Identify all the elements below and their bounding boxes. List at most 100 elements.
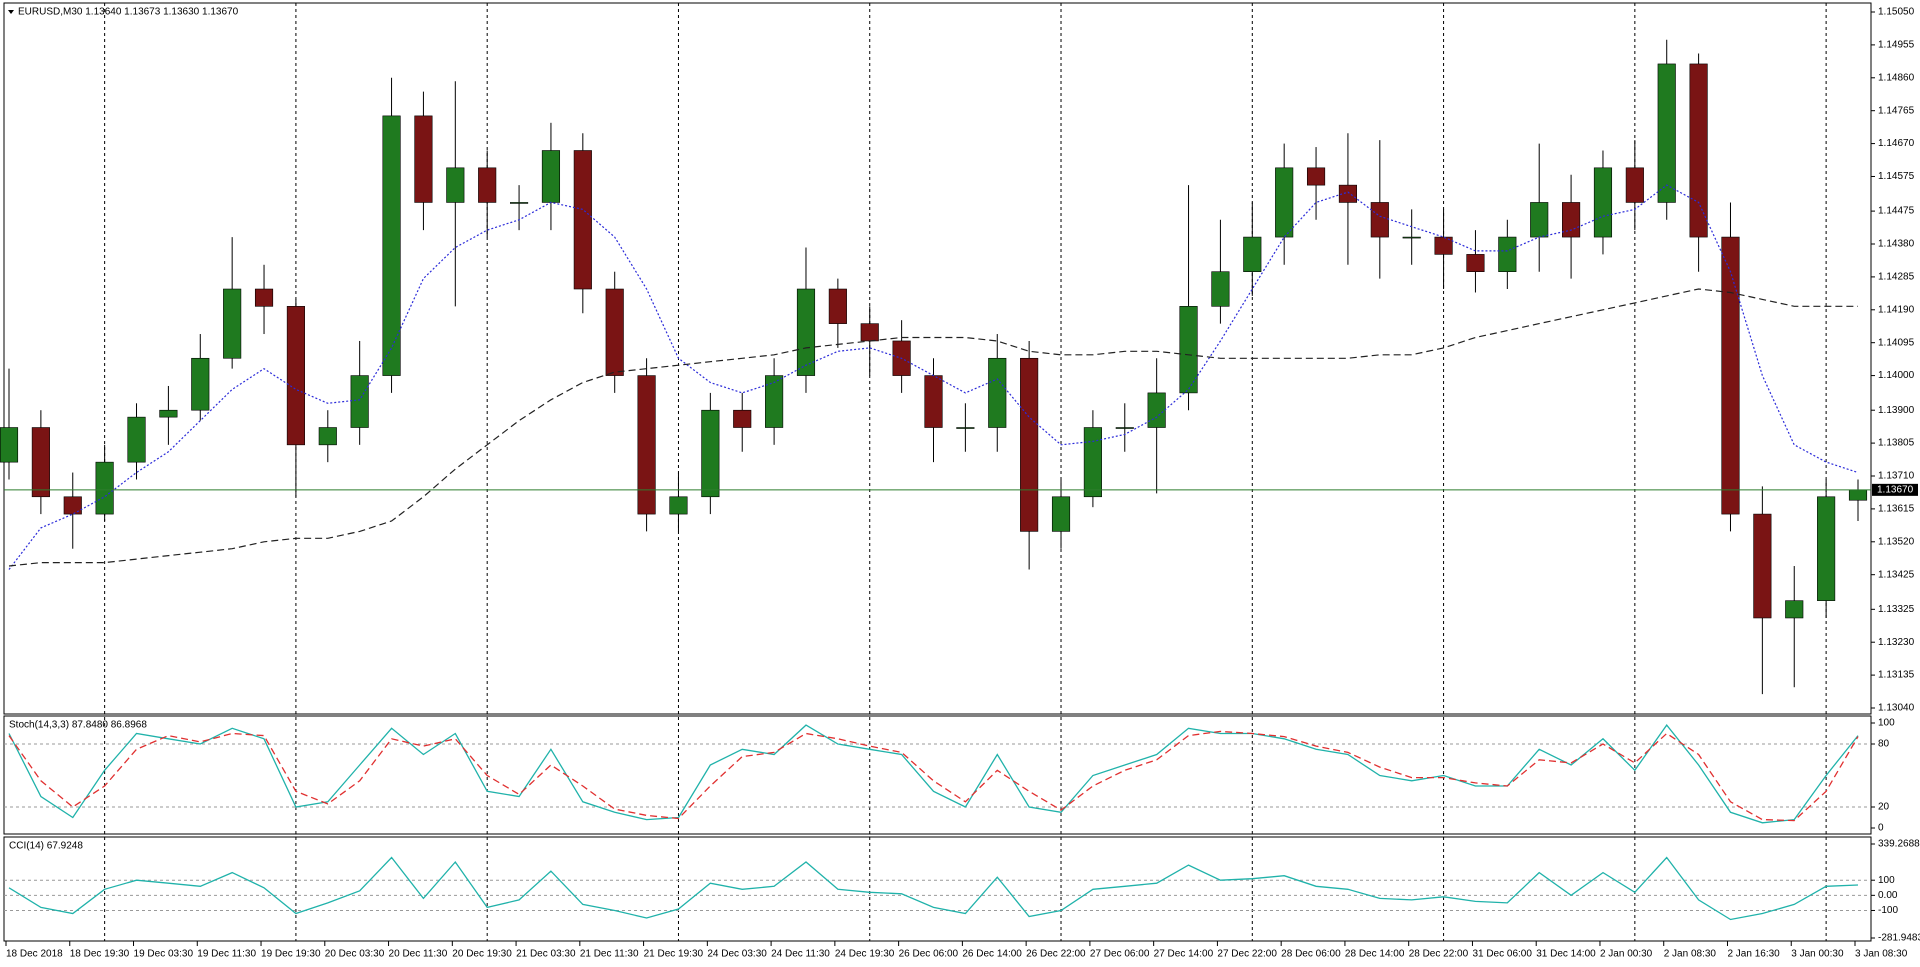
y-tick-label: 1.13520	[1878, 536, 1915, 547]
candle-body	[1593, 167, 1613, 238]
x-tick-label: 18 Dec 19:30	[70, 949, 130, 960]
x-tick-label: 27 Dec 06:00	[1090, 949, 1150, 960]
candle-body	[0, 427, 19, 463]
y-tick-label: 80	[1878, 739, 1890, 750]
y-tick-label: 1.14190	[1878, 304, 1915, 315]
candle-body	[1785, 600, 1804, 619]
y-tick-label: 1.13805	[1878, 438, 1915, 449]
candle-body	[573, 150, 592, 290]
stoch-panel	[3, 715, 1872, 835]
x-tick-label: 27 Dec 22:00	[1217, 949, 1277, 960]
candle-body	[1402, 236, 1421, 239]
x-tick-label: 28 Dec 22:00	[1409, 949, 1469, 960]
y-tick-label: 100	[1878, 875, 1895, 886]
indicator-line	[8, 288, 1858, 567]
x-tick-label: 31 Dec 14:00	[1536, 949, 1596, 960]
candle-body	[382, 115, 401, 376]
x-tick-label: 26 Dec 06:00	[899, 949, 959, 960]
x-tick-label: 3 Jan 08:30	[1855, 949, 1908, 960]
indicator-line	[8, 184, 1859, 570]
candle-body	[254, 288, 274, 307]
candle-body	[1657, 63, 1676, 203]
candle-body	[669, 496, 688, 515]
candle-body	[1306, 167, 1326, 186]
candle-body	[605, 288, 624, 376]
x-tick-label: 21 Dec 11:30	[580, 949, 639, 960]
candle-body	[828, 288, 847, 324]
candle-body	[318, 427, 337, 446]
x-tick-label: 20 Dec 11:30	[389, 949, 448, 960]
y-tick-label: 0.00	[1878, 890, 1898, 901]
y-tick-label: 1.15050	[1878, 7, 1915, 18]
candle-body	[95, 461, 114, 515]
candle-body	[31, 427, 50, 498]
candle-body	[924, 375, 943, 428]
indicator-line	[8, 724, 1859, 824]
x-tick-label: 24 Dec 11:30	[771, 949, 830, 960]
y-tick-label: 1.13900	[1878, 405, 1915, 416]
y-tick-label: 0	[1878, 823, 1884, 834]
x-tick-label: 19 Dec 11:30	[197, 949, 256, 960]
y-tick-label: 1.14860	[1878, 72, 1915, 83]
candle-body	[701, 409, 720, 498]
candle-body	[1817, 496, 1836, 601]
x-tick-label: 20 Dec 19:30	[452, 949, 512, 960]
candle-body	[1115, 427, 1134, 429]
x-tick-label: 2 Jan 08:30	[1664, 949, 1717, 960]
candle-body	[223, 288, 242, 359]
x-tick-label: 27 Dec 14:00	[1154, 949, 1214, 960]
y-tick-label: 1.13040	[1878, 703, 1915, 714]
candle-body	[1147, 392, 1166, 428]
x-tick-label: 24 Dec 03:30	[707, 949, 767, 960]
candle-body	[1051, 496, 1071, 532]
y-tick-label: 20	[1878, 802, 1890, 813]
candle-body	[191, 357, 210, 411]
y-tick-label: 1.14575	[1878, 171, 1915, 182]
indicator-line	[8, 730, 1859, 822]
candle-body	[733, 409, 752, 428]
candle-body	[796, 288, 816, 376]
candle-body	[1020, 357, 1039, 532]
y-tick-label: 1.14095	[1878, 337, 1915, 348]
y-tick-label: 1.13425	[1878, 569, 1915, 580]
candle-body	[350, 375, 369, 428]
candle-body	[1179, 306, 1198, 394]
y-tick-label: 1.14955	[1878, 40, 1915, 51]
x-tick-label: 28 Dec 06:00	[1281, 949, 1341, 960]
candle-body	[1753, 513, 1772, 619]
menu-arrow	[8, 10, 14, 14]
current-price-label: 1.13670	[1877, 484, 1914, 495]
candle-body	[127, 416, 146, 463]
candle-body	[1530, 202, 1549, 238]
candle-body	[1466, 254, 1485, 273]
candle-body	[988, 357, 1007, 428]
y-tick-label: 1.14285	[1878, 272, 1915, 283]
candle-body	[446, 167, 465, 203]
y-tick-label: 1.13710	[1878, 471, 1915, 482]
candle-body	[414, 115, 433, 203]
y-tick-label: -100	[1878, 905, 1898, 916]
candle-body	[956, 427, 975, 429]
stoch-title: Stoch(14,3,3) 87.8480 86.8968	[9, 720, 147, 731]
x-tick-label: 19 Dec 19:30	[261, 949, 321, 960]
candle-body	[286, 306, 305, 446]
candle-body	[860, 323, 879, 342]
y-tick-label: 1.14000	[1878, 370, 1915, 381]
chart-title: EURUSD,M30 1.13640 1.13673 1.13630 1.136…	[18, 7, 239, 18]
x-tick-label: 26 Dec 14:00	[962, 949, 1022, 960]
y-tick-label: 100	[1878, 718, 1895, 729]
cci-title: CCI(14) 67.9248	[9, 841, 83, 852]
candle-body	[1338, 184, 1357, 203]
main-panel	[3, 2, 1872, 715]
candle-body	[1848, 489, 1868, 501]
candle-body	[1434, 236, 1453, 255]
x-tick-label: 3 Jan 00:30	[1791, 949, 1844, 960]
candle-body	[159, 409, 178, 418]
x-tick-label: 24 Dec 19:30	[835, 949, 895, 960]
candle-body	[541, 150, 561, 203]
y-tick-label: 1.13615	[1878, 504, 1915, 515]
cci-panel	[3, 836, 1872, 942]
x-tick-label: 21 Dec 03:30	[516, 949, 576, 960]
indicator-line	[8, 856, 1859, 921]
y-tick-label: 1.14475	[1878, 206, 1915, 217]
